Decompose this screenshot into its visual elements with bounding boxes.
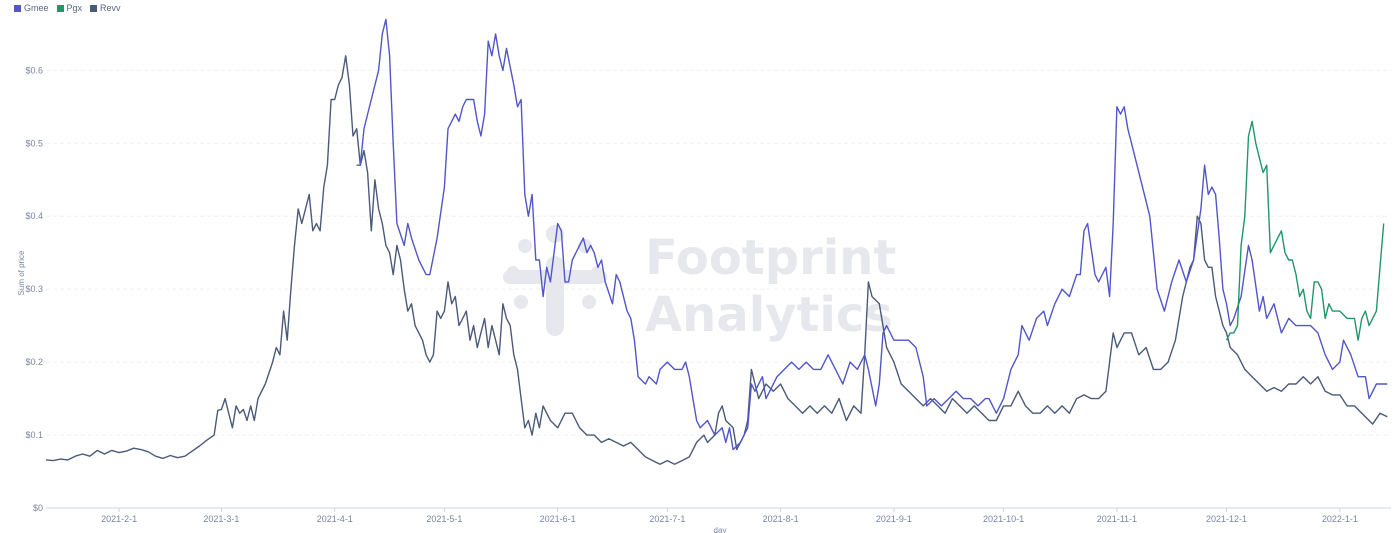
legend-item-gmee[interactable]: Gmee <box>14 3 49 13</box>
legend-item-revv[interactable]: Revv <box>90 3 121 13</box>
x-tick-label: 2021-9-1 <box>876 514 912 524</box>
x-tick-label: 2021-2-1 <box>101 514 137 524</box>
x-axis-title: day <box>714 526 727 533</box>
y-tick-label: $0.1 <box>25 430 43 440</box>
watermark-line2: Analytics <box>645 287 893 343</box>
x-tick-label: 2021-12-1 <box>1206 514 1247 524</box>
legend-swatch-pgx <box>56 4 64 12</box>
grid <box>46 69 1391 436</box>
watermark-line1: Footprint <box>645 230 896 286</box>
y-tick-label: $0.3 <box>25 284 43 294</box>
y-tick-label: $0.2 <box>25 357 43 367</box>
x-tick-label: 2021-11-1 <box>1097 514 1137 524</box>
axes: $0 $0.1 $0.2 $0.3 $0.4 $0.5 $0.6 2021-2-1 2021-3… <box>25 65 1391 524</box>
series-line-pgx[interactable] <box>1225 120 1385 341</box>
x-tick-label: 2021-8-1 <box>763 514 799 524</box>
x-tick-label: 2021-5-1 <box>426 514 462 524</box>
x-tick-label: 2021-6-1 <box>540 514 576 524</box>
x-tick-label: 2022-1-1 <box>1322 514 1358 524</box>
legend-label-pgx: Pgx <box>66 3 83 13</box>
legend-swatch-revv <box>90 4 98 12</box>
y-tick-label: $0 <box>33 503 43 513</box>
x-tick-label: 2021-10-1 <box>983 514 1024 524</box>
legend-item-pgx[interactable]: Pgx <box>56 3 83 13</box>
series-lines <box>45 18 1388 465</box>
series-line-gmee[interactable] <box>356 18 1388 451</box>
x-tick-label: 2021-4-1 <box>317 514 353 524</box>
watermark: Footprint Analytics <box>503 225 896 343</box>
x-tick-label: 2021-7-1 <box>649 514 685 524</box>
x-tick-label: 2021-3-1 <box>203 514 239 524</box>
y-tick-label: $0.6 <box>25 65 43 75</box>
y-tick-label: $0.4 <box>25 211 43 221</box>
y-axis-title: Sum of price <box>17 250 26 295</box>
legend-label-revv: Revv <box>100 3 121 13</box>
y-tick-label: $0.5 <box>25 138 43 148</box>
series-line-revv[interactable] <box>45 55 1388 465</box>
legend: Gmee Pgx Revv <box>14 3 121 13</box>
legend-label-gmee: Gmee <box>24 3 49 13</box>
legend-swatch-gmee <box>14 4 21 12</box>
